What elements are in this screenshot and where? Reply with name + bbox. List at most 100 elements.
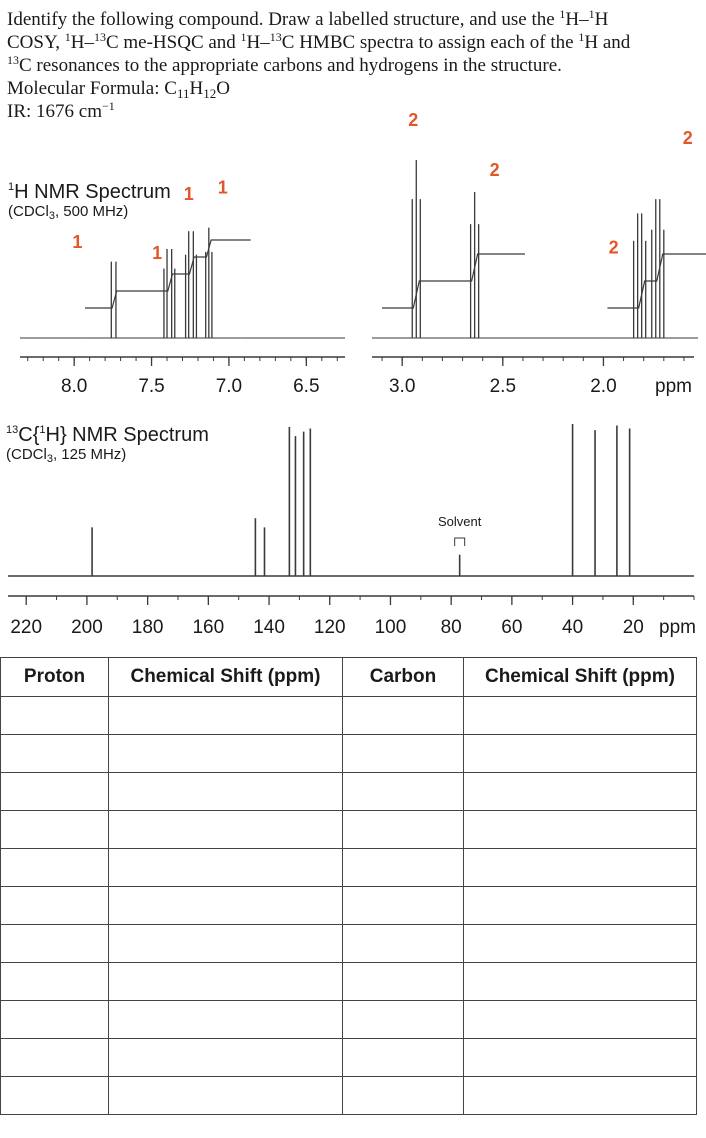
proton-shift-cell[interactable] (108, 962, 343, 1001)
c-tick-label: 200 (71, 617, 103, 638)
carbon-shift-cell[interactable] (463, 886, 697, 925)
h-nmr-spectrum: 8.0 7.5 7.0 6.5 3.0 2.5 2.0 ppm 1 1 1 1 2 2 2 2 (20, 110, 706, 397)
h-integration-curve (607, 253, 706, 309)
c-nmr-spectrum: 220 200 180 160 140 120 100 80 60 40 20 ppm Solvent (8, 424, 696, 638)
c-tick-label: 40 (562, 617, 583, 638)
problem-line-2: COSY, 1H–13C me-HSQC and 1H–13C HMBC spe… (7, 30, 631, 53)
h-spectrum-title: 1H NMR Spectrum (CDCl3, 500 MHz) (8, 181, 171, 222)
table-row (0, 886, 697, 925)
c-tick-label: 60 (501, 617, 522, 638)
c-spectrum-title: 13C{1H} NMR Spectrum (CDCl3, 125 MHz) (6, 424, 209, 465)
c-solvent-bracket (454, 537, 466, 546)
problem-line-1: Identify the following compound. Draw a … (7, 7, 609, 30)
h-integration-label: 2 (408, 110, 418, 130)
proton-shift-cell[interactable] (108, 1076, 343, 1115)
h-tick-label: 3.0 (389, 376, 415, 397)
c-tick-label: 100 (375, 617, 407, 638)
h-axis-unit-label: ppm (655, 376, 692, 397)
carbon-shift-cell[interactable] (463, 810, 697, 849)
c-spectrum-conditions: (CDCl3, 125 MHz) (6, 446, 127, 465)
proton-shift-cell[interactable] (108, 848, 343, 887)
carbon-cell[interactable] (342, 1038, 464, 1077)
carbon-shift-cell[interactable] (463, 696, 697, 735)
assignment-table: Proton Chemical Shift (ppm) Carbon Chemi… (0, 657, 697, 1115)
carbon-shift-cell[interactable] (463, 962, 697, 1001)
proton-shift-cell[interactable] (108, 886, 343, 925)
carbon-cell[interactable] (342, 1000, 464, 1039)
carbon-cell[interactable] (342, 962, 464, 1001)
nmr-spectra: 8.0 7.5 7.0 6.5 3.0 2.5 2.0 ppm 1 1 1 1 2 2 2 2 220 200 1… (8, 110, 706, 638)
proton-cell[interactable] (0, 1000, 109, 1039)
proton-shift-cell[interactable] (108, 1038, 343, 1077)
proton-cell[interactable] (0, 962, 109, 1001)
proton-shift-cell[interactable] (108, 696, 343, 735)
h-tick-label: 7.0 (216, 376, 242, 397)
table-row (0, 924, 697, 963)
proton-shift-cell[interactable] (108, 810, 343, 849)
table-row (0, 962, 697, 1001)
proton-cell[interactable] (0, 696, 109, 735)
carbon-cell[interactable] (342, 848, 464, 887)
table-row (0, 848, 697, 887)
carbon-cell[interactable] (342, 810, 464, 849)
c-tick-label: 120 (314, 617, 346, 638)
h-tick-label: 7.5 (138, 376, 164, 397)
carbon-shift-cell[interactable] (463, 772, 697, 811)
table-row (0, 1000, 697, 1039)
ir-value: IR: 1676 cm−1 (7, 99, 115, 122)
carbon-shift-cell[interactable] (463, 1038, 697, 1077)
carbon-shift-cell[interactable] (463, 924, 697, 963)
c-tick-label: 140 (253, 617, 285, 638)
proton-cell[interactable] (0, 1076, 109, 1115)
h-integration-label: 1 (184, 184, 194, 204)
proton-cell[interactable] (0, 848, 109, 887)
table-row (0, 696, 697, 735)
h-integration-label: 2 (490, 160, 500, 180)
h-integration-label: 1 (72, 232, 82, 252)
proton-shift-cell[interactable] (108, 1000, 343, 1039)
carbon-cell[interactable] (342, 886, 464, 925)
carbon-cell[interactable] (342, 1076, 464, 1115)
h-integration-label: 2 (683, 128, 693, 148)
h-integration-curve (85, 239, 251, 309)
table-body (0, 696, 697, 1115)
table-row (0, 772, 697, 811)
proton-cell[interactable] (0, 1038, 109, 1077)
proton-shift-cell[interactable] (108, 734, 343, 773)
h-spectrum-conditions: (CDCl3, 500 MHz) (8, 203, 129, 222)
carbon-cell[interactable] (342, 772, 464, 811)
carbon-shift-cell[interactable] (463, 1000, 697, 1039)
h-tick-label: 8.0 (61, 376, 87, 397)
carbon-shift-cell[interactable] (463, 1076, 697, 1115)
h-tick-label: 2.5 (490, 376, 516, 397)
proton-shift-cell[interactable] (108, 924, 343, 963)
h-integration-label: 1 (152, 243, 162, 263)
proton-cell[interactable] (0, 772, 109, 811)
proton-cell[interactable] (0, 810, 109, 849)
proton-shift-cell[interactable] (108, 772, 343, 811)
c-tick-label: 20 (623, 617, 644, 638)
c-tick-label: 80 (441, 617, 462, 638)
carbon-shift-cell[interactable] (463, 848, 697, 887)
carbon-cell[interactable] (342, 734, 464, 773)
h-tick-label: 6.5 (293, 376, 319, 397)
table-header-row: Proton Chemical Shift (ppm) Carbon Chemi… (0, 657, 697, 697)
h-integration-label: 1 (218, 178, 228, 198)
carbon-shift-cell[interactable] (463, 734, 697, 773)
problem-statement: Identify the following compound. Draw a … (7, 8, 697, 123)
carbon-cell[interactable] (342, 924, 464, 963)
table-row (0, 1076, 697, 1115)
c-tick-label: 160 (192, 617, 224, 638)
h-integration-label: 2 (609, 237, 619, 257)
c-tick-label: 220 (10, 617, 42, 638)
c-solvent-label: Solvent (438, 514, 482, 529)
proton-cell[interactable] (0, 734, 109, 773)
proton-cell[interactable] (0, 924, 109, 963)
col-proton: Proton (0, 657, 109, 697)
table-row (0, 1038, 697, 1077)
carbon-cell[interactable] (342, 696, 464, 735)
table-row (0, 810, 697, 849)
proton-cell[interactable] (0, 886, 109, 925)
h-tick-label: 2.0 (590, 376, 616, 397)
col-carbon: Carbon (342, 657, 464, 697)
